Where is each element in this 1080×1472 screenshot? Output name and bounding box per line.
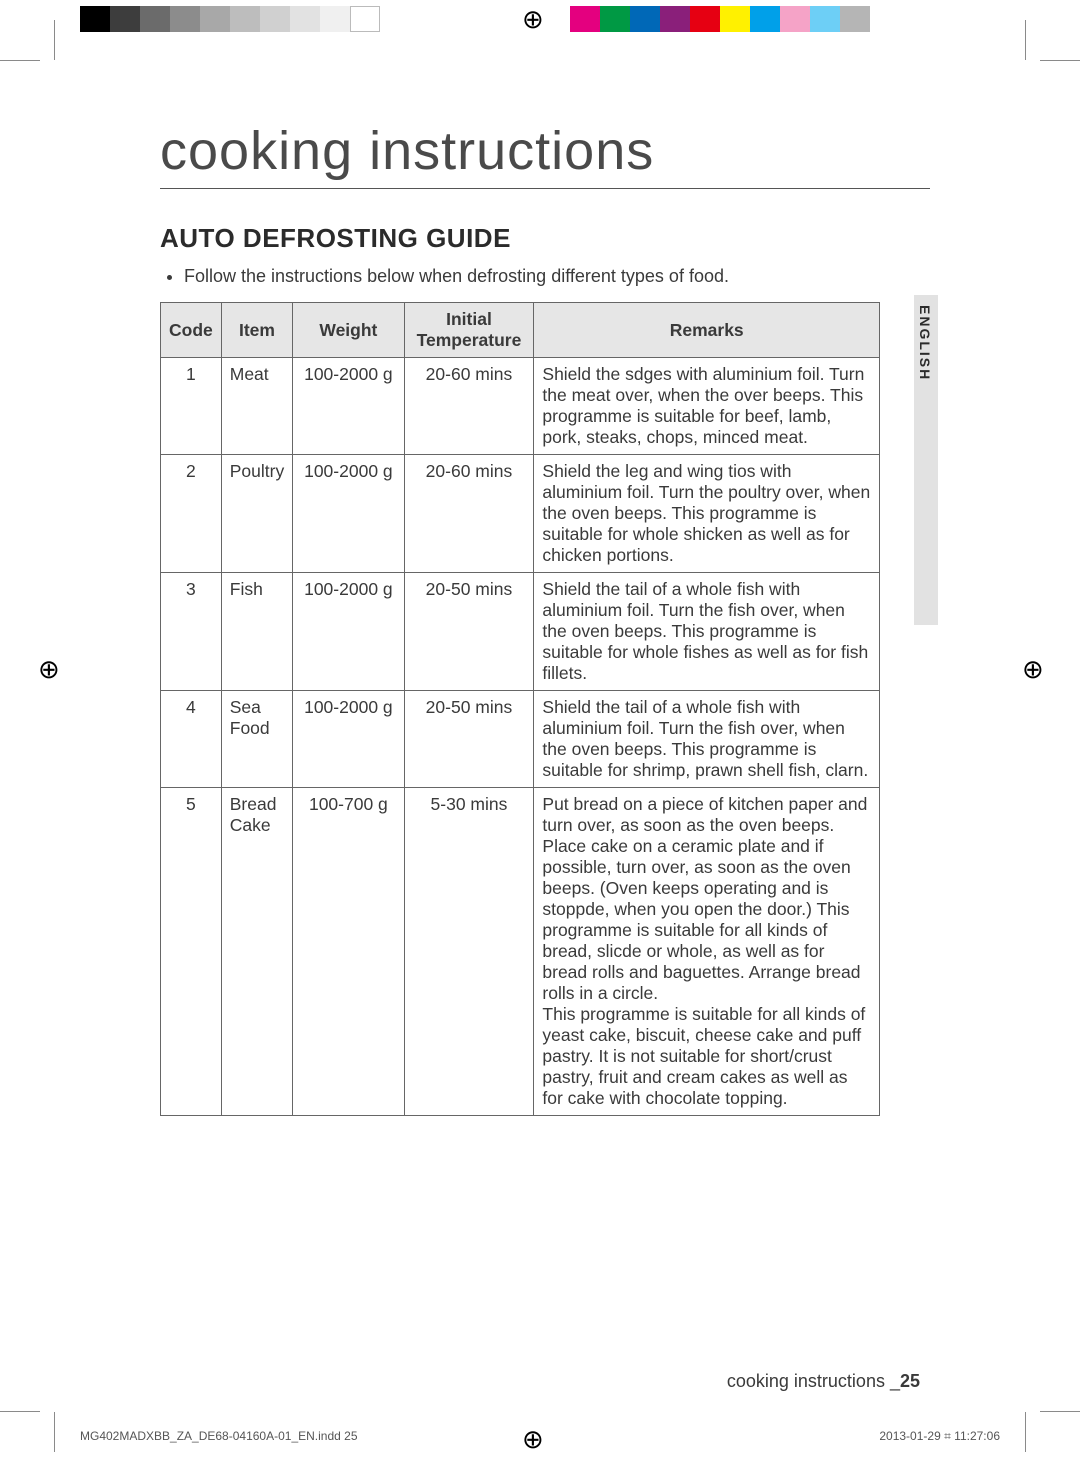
- color-swatch: [140, 6, 170, 32]
- cell-item: Poultry: [221, 455, 292, 573]
- intro-bullet: Follow the instructions below when defro…: [184, 264, 930, 288]
- color-swatch: [320, 6, 350, 32]
- table-row: 2Poultry100-2000 g20-60 minsShield the l…: [161, 455, 880, 573]
- content-area: cooking instructions AUTO DEFROSTING GUI…: [160, 120, 930, 1116]
- crop-mark-icon: [1040, 60, 1080, 61]
- color-swatch: [630, 6, 660, 32]
- cell-weight: 100-2000 g: [293, 358, 404, 455]
- col-header-code: Code: [161, 303, 222, 358]
- color-swatch: [720, 6, 750, 32]
- registration-mark-icon: ⊕: [1022, 654, 1044, 685]
- cell-time: 20-60 mins: [404, 455, 534, 573]
- color-swatch: [750, 6, 780, 32]
- cell-time: 20-50 mins: [404, 691, 534, 788]
- cell-time: 5-30 mins: [404, 788, 534, 1116]
- cell-remarks: Shield the tail of a whole fish with alu…: [534, 573, 880, 691]
- registration-mark-icon: ⊕: [522, 4, 544, 35]
- color-swatch: [810, 6, 840, 32]
- color-swatch: [780, 6, 810, 32]
- color-swatch: [600, 6, 630, 32]
- table-row: 4Sea Food100-2000 g20-50 minsShield the …: [161, 691, 880, 788]
- color-swatch: [80, 6, 110, 32]
- defrost-guide-table: Code Item Weight Initial Temperature Rem…: [160, 302, 880, 1116]
- cell-item: Meat: [221, 358, 292, 455]
- intro-bullet-list: Follow the instructions below when defro…: [184, 264, 930, 288]
- registration-mark-icon: ⊕: [38, 654, 60, 685]
- crop-mark-icon: [54, 1412, 55, 1452]
- color-swatch: [110, 6, 140, 32]
- cell-weight: 100-2000 g: [293, 455, 404, 573]
- cell-remarks: Put bread on a piece of kitchen paper an…: [534, 788, 880, 1116]
- printer-colorbar-color: [570, 6, 870, 32]
- table-row: 3Fish100-2000 g20-50 minsShield the tail…: [161, 573, 880, 691]
- cell-weight: 100-2000 g: [293, 691, 404, 788]
- col-header-item: Item: [221, 303, 292, 358]
- cell-code: 5: [161, 788, 222, 1116]
- color-swatch: [570, 6, 600, 32]
- section-heading: AUTO DEFROSTING GUIDE: [160, 223, 930, 254]
- crop-mark-icon: [1040, 1411, 1080, 1412]
- table-header-row: Code Item Weight Initial Temperature Rem…: [161, 303, 880, 358]
- crop-mark-icon: [0, 60, 40, 61]
- color-swatch: [660, 6, 690, 32]
- cell-time: 20-50 mins: [404, 573, 534, 691]
- cell-weight: 100-700 g: [293, 788, 404, 1116]
- color-swatch: [230, 6, 260, 32]
- color-swatch: [200, 6, 230, 32]
- slug-timestamp: 2013-01-29 ⌗ 11:27:06: [879, 1429, 1000, 1444]
- color-swatch: [690, 6, 720, 32]
- crop-mark-icon: [1025, 20, 1026, 60]
- cell-code: 3: [161, 573, 222, 691]
- page: ⊕ ⊕ ⊕ ⊕ ENGLISH cooking instructions AUT…: [0, 0, 1080, 1472]
- page-title: cooking instructions: [160, 120, 930, 189]
- cell-item: Fish: [221, 573, 292, 691]
- color-swatch: [290, 6, 320, 32]
- cell-remarks: Shield the sdges with aluminium foil. Tu…: [534, 358, 880, 455]
- crop-mark-icon: [54, 20, 55, 60]
- crop-mark-icon: [0, 1411, 40, 1412]
- print-slug: MG402MADXBB_ZA_DE68-04160A-01_EN.indd 25…: [80, 1429, 1000, 1444]
- cell-item: Bread Cake: [221, 788, 292, 1116]
- color-swatch: [170, 6, 200, 32]
- color-swatch: [840, 6, 870, 32]
- cell-remarks: Shield the leg and wing tios with alumin…: [534, 455, 880, 573]
- crop-mark-icon: [1025, 1412, 1026, 1452]
- table-row: 5Bread Cake100-700 g5-30 minsPut bread o…: [161, 788, 880, 1116]
- cell-code: 2: [161, 455, 222, 573]
- cell-remarks: Shield the tail of a whole fish with alu…: [534, 691, 880, 788]
- footer-section-label: cooking instructions _: [727, 1371, 900, 1391]
- col-header-remarks: Remarks: [534, 303, 880, 358]
- printer-colorbar-grayscale: [80, 6, 380, 32]
- col-header-initial-temp: Initial Temperature: [404, 303, 534, 358]
- color-swatch: [260, 6, 290, 32]
- color-swatch: [350, 6, 380, 32]
- slug-filename: MG402MADXBB_ZA_DE68-04160A-01_EN.indd 25: [80, 1429, 358, 1444]
- footer-page-number: 25: [900, 1371, 920, 1391]
- cell-item: Sea Food: [221, 691, 292, 788]
- col-header-weight: Weight: [293, 303, 404, 358]
- footer-section-page: cooking instructions _25: [727, 1371, 920, 1392]
- cell-code: 4: [161, 691, 222, 788]
- cell-code: 1: [161, 358, 222, 455]
- cell-weight: 100-2000 g: [293, 573, 404, 691]
- table-row: 1Meat100-2000 g20-60 minsShield the sdge…: [161, 358, 880, 455]
- cell-time: 20-60 mins: [404, 358, 534, 455]
